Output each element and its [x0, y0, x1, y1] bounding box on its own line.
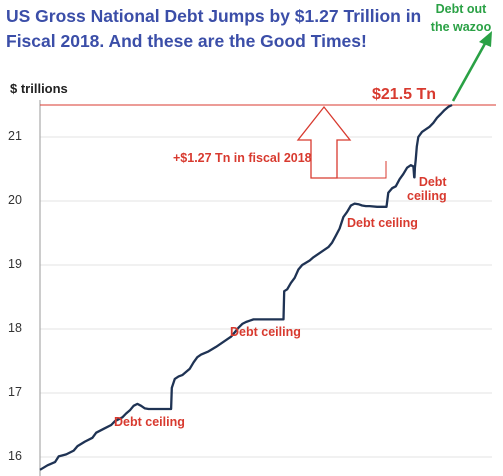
- y-tick-label: 16: [8, 449, 22, 463]
- green-arrow-shaft: [451, 39, 489, 102]
- grid-lines: [40, 136, 492, 458]
- y-tick-label: 17: [8, 385, 22, 399]
- debt-ceiling-label-right: Debt ceiling: [402, 175, 447, 203]
- fiscal-jump-arrow: [296, 105, 352, 179]
- green-note-line-2: the wazoo: [430, 20, 492, 34]
- chart-title: US Gross National Debt Jumps by $1.27 Tr…: [6, 6, 422, 51]
- annotation-arrows: [296, 31, 492, 179]
- debt-ceiling-label-3: Debt ceiling: [347, 216, 418, 230]
- y-tick-label: 19: [8, 257, 22, 271]
- debt-ceiling-label-1: Debt ceiling: [114, 415, 185, 429]
- annotation-lines: [40, 104, 496, 179]
- debt-ceiling-label-right-line-1: Debt: [418, 175, 447, 189]
- current-value-label: $21.5 Tn: [372, 86, 437, 103]
- debt-ceiling-label-right-line-2: ceiling: [407, 189, 447, 203]
- y-tick-label: 20: [8, 193, 22, 207]
- debt-ceiling-label-2: Debt ceiling: [230, 325, 301, 339]
- y-tick-label: 18: [8, 321, 22, 335]
- fiscal-jump-label: +$1.27 Tn in fiscal 2018: [173, 151, 312, 165]
- debt-series-line: [39, 103, 453, 471]
- green-arrow-head: [479, 31, 492, 47]
- debt-out-the-wazoo-note: Debt out the wazoo: [426, 0, 496, 36]
- y-tick-label: 21: [8, 129, 22, 143]
- y-axis-label: $ trillions: [10, 81, 68, 96]
- green-note-line-1: Debt out: [435, 2, 487, 16]
